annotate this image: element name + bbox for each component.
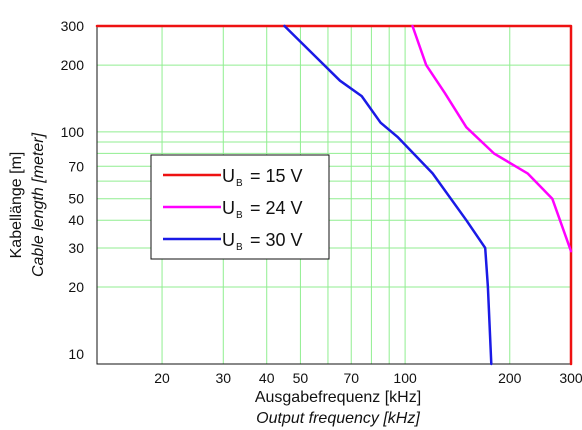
x-axis-label-english: Output frequency [kHz] [256,410,420,427]
tick-labels: 20 30 40 50 70 100 200 300 10 20 30 40 50 70 100 200 300 [61,18,582,386]
x-tick-label: 50 [293,370,309,386]
legend-subscript: B [236,178,243,189]
y-tick-label: 30 [68,240,84,256]
series-line-3 [283,24,493,366]
y-tick-label: 100 [61,124,85,140]
x-tick-label: 30 [215,370,231,386]
y-tick-label: 10 [68,346,84,362]
legend-symbol: U [222,198,235,218]
legend-symbol: U [222,166,235,186]
legend-subscript: B [236,210,243,221]
x-tick-label: 70 [343,370,359,386]
x-axis-label: Ausgabefrequenz [kHz] [255,389,421,406]
y-tick-label: 50 [68,191,84,207]
y-tick-label: 300 [61,18,85,34]
legend: U B = 15 V U B = 24 V U B = 30 V [150,154,330,260]
x-tick-label: 300 [559,370,582,386]
legend-label-30v: = 30 V [250,230,303,250]
legend-symbol: U [222,230,235,250]
x-tick-label: 20 [154,370,170,386]
series-line-2 [411,24,573,253]
legend-label-15v: = 15 V [250,166,303,186]
y-tick-label: 200 [61,57,85,73]
y-tick-label: 20 [68,279,84,295]
legend-item-24v: U B = 24 V [163,198,303,221]
legend-label-24v: = 24 V [250,198,303,218]
legend-subscript: B [236,242,243,253]
series-lines [95,24,573,366]
legend-item-30v: U B = 30 V [163,230,303,253]
y-tick-label: 70 [68,158,84,174]
x-tick-label: 100 [393,370,417,386]
y-axis-label-english: Cable length [meter] [30,132,47,277]
x-tick-label: 40 [259,370,275,386]
y-axis-label: Kabellänge [m] [8,152,25,259]
y-tick-label: 40 [68,212,84,228]
legend-item-15v: U B = 15 V [163,166,303,189]
x-tick-label: 200 [498,370,522,386]
